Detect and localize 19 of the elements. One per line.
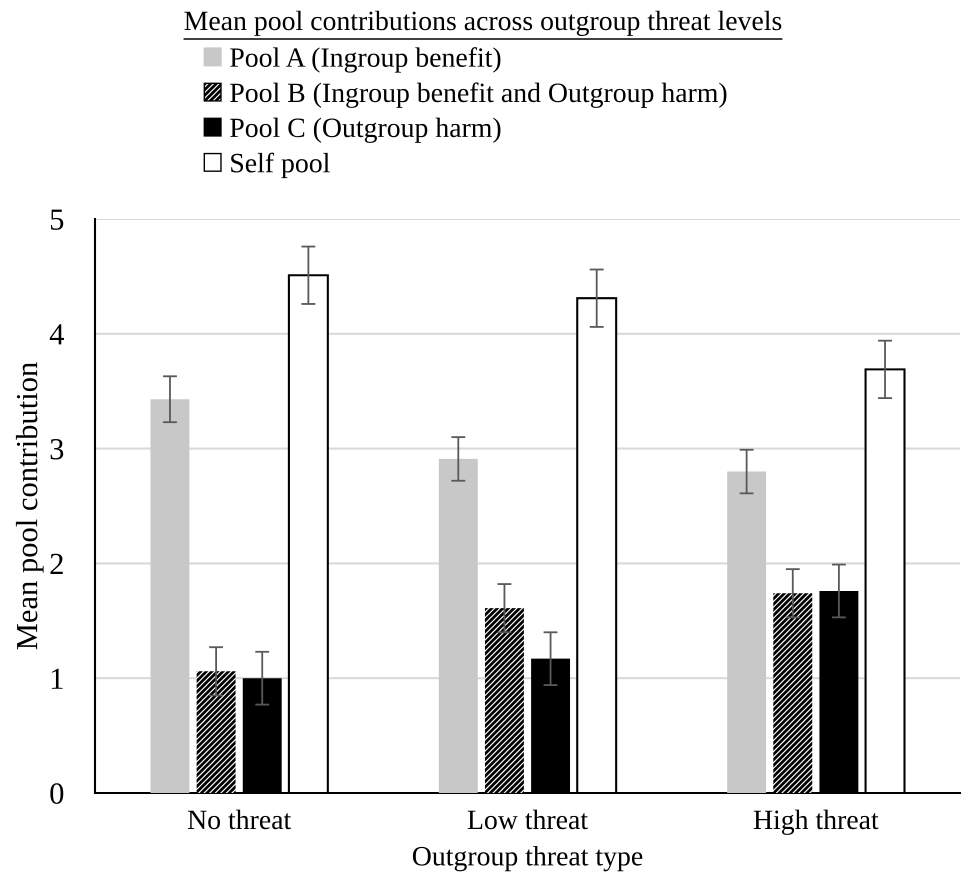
y-tick-label: 2	[50, 554, 63, 574]
x-axis-title: Outgroup threat type	[412, 846, 642, 872]
y-tick-label: 3	[50, 438, 64, 460]
y-tick-label: 4	[50, 324, 64, 344]
x-tick-label: High threat	[754, 810, 879, 835]
legend-label: Pool A (Ingroup benefit)	[230, 47, 500, 73]
chart-title: Mean pool contributions across outgroup threat levels	[184, 10, 782, 36]
bar	[438, 458, 478, 793]
bar	[150, 399, 190, 793]
x-tick-label: Low threat	[468, 810, 588, 830]
legend-label: Pool C (Outgroup harm)	[230, 118, 500, 143]
legend-label: Self pool	[231, 152, 330, 178]
legend-label: Pool B (Ingroup benefit and Outgroup harm)	[230, 82, 726, 108]
x-tick-label: No threat	[188, 810, 292, 830]
y-tick-label: 0	[50, 783, 64, 804]
y-tick-label: 1	[52, 668, 63, 689]
y-axis-title: Mean pool contribution	[16, 362, 44, 650]
y-tick-label: 5	[50, 210, 64, 230]
bar	[727, 472, 766, 793]
